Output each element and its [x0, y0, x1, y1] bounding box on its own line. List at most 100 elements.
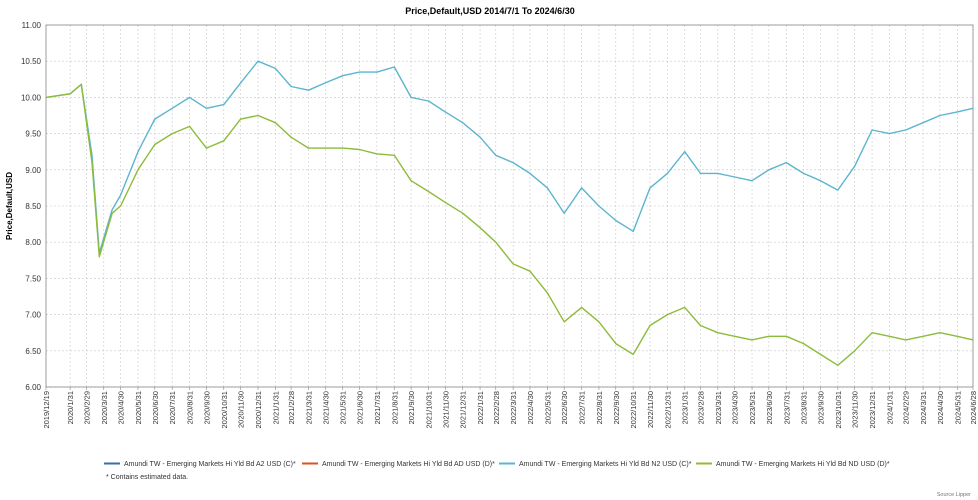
data-point [666, 172, 669, 174]
data-point [45, 96, 47, 98]
plot-frame [45, 24, 974, 388]
x-tick-label: 2021/9/30 [407, 391, 416, 424]
data-point [154, 143, 156, 146]
y-tick-label: 6.00 [25, 383, 41, 392]
estimated-data-note: * Contains estimated data. [106, 474, 188, 481]
data-point [632, 353, 634, 355]
y-tick-label: 8.00 [25, 238, 41, 247]
x-tick-label: 2021/6/30 [355, 391, 364, 424]
data-point [699, 324, 702, 327]
data-point [479, 227, 481, 229]
data-point [462, 212, 464, 214]
data-point [189, 96, 191, 98]
data-point [972, 339, 974, 341]
y-tick-label: 6.50 [25, 347, 41, 356]
data-point [819, 180, 822, 182]
data-point [734, 176, 736, 178]
data-point [444, 111, 446, 113]
data-point [274, 67, 276, 69]
data-point [632, 230, 634, 232]
y-tick-label: 9.00 [25, 166, 41, 175]
data-point [615, 343, 617, 345]
x-tick-label: 2020/4/30 [117, 391, 126, 424]
data-point [376, 71, 378, 73]
x-tick-label: 2023/8/31 [800, 391, 809, 424]
series-line-2 [45, 60, 974, 254]
data-point [69, 93, 71, 95]
x-tick-label: 2022/3/31 [509, 391, 518, 424]
series-lines [45, 60, 974, 366]
x-tick-label: 2022/12/31 [663, 391, 672, 429]
data-point [751, 180, 753, 182]
data-point [649, 324, 651, 327]
x-tick-label: 2022/9/30 [612, 391, 621, 424]
x-tick-label: 2024/2/29 [902, 391, 911, 424]
y-axis: 6.00 6.50 7.00 7.50 8.00 8.50 9.00 9.50 10.00 10.… [21, 21, 42, 392]
y-tick-label: 7.50 [25, 274, 41, 283]
x-tick-label: 2021/5/31 [339, 391, 348, 424]
x-tick-label: 2023/1/31 [681, 391, 690, 424]
x-tick-label: 2023/10/31 [834, 391, 843, 429]
data-point [684, 306, 686, 308]
x-tick-label: 2022/4/30 [526, 391, 535, 424]
data-point [358, 71, 361, 73]
x-tick-label: 2020/7/31 [168, 391, 177, 424]
data-point [512, 162, 514, 164]
data-point [546, 292, 549, 294]
data-point [274, 122, 276, 124]
x-tick-label: 2020/3/31 [100, 391, 109, 424]
data-point [854, 350, 856, 352]
y-tick-label: 8.50 [25, 202, 41, 211]
data-point [410, 96, 412, 98]
data-point [171, 133, 173, 135]
data-point [785, 162, 787, 164]
y-axis-label: Price,Default,USD [5, 172, 14, 240]
data-point [956, 335, 958, 337]
x-tick-label: 2023/3/31 [714, 391, 723, 424]
data-point [699, 172, 702, 174]
data-point [307, 89, 310, 91]
data-point [837, 364, 839, 366]
x-tick-label: 2024/5/31 [953, 391, 962, 424]
x-tick-label: 2020/11/30 [237, 391, 246, 428]
data-point [905, 129, 907, 131]
y-tick-label: 10.00 [21, 93, 42, 102]
data-point [546, 187, 549, 189]
x-tick-label: 2020/6/30 [151, 391, 160, 424]
data-point [189, 125, 191, 127]
y-tick-label: 7.00 [25, 311, 41, 320]
x-tick-label: 2022/6/30 [560, 391, 569, 424]
data-point [257, 60, 259, 62]
data-point [649, 187, 651, 189]
x-tick-label: 2023/12/31 [868, 391, 877, 429]
grid-lines [45, 24, 974, 388]
data-point [854, 165, 856, 167]
data-point [905, 339, 907, 341]
data-point [257, 114, 259, 117]
data-point [803, 172, 805, 174]
data-point [684, 151, 686, 153]
data-point [785, 335, 787, 337]
x-tick-label: 2024/4/30 [936, 391, 945, 424]
data-point [462, 122, 464, 124]
data-point [307, 147, 310, 149]
data-point [324, 82, 326, 84]
data-point [495, 154, 497, 156]
x-tick-label: 2021/1/31 [271, 391, 280, 424]
series-line-3 [45, 83, 974, 366]
x-tick-label: 2022/8/31 [595, 391, 604, 424]
x-tick-label: 2021/4/30 [321, 391, 330, 424]
source-label: Source Lipper [937, 492, 971, 498]
x-tick-label: 2023/9/30 [816, 391, 825, 424]
data-point [223, 140, 225, 142]
x-tick-label: 2020/9/30 [202, 391, 211, 424]
data-point [240, 118, 242, 120]
data-point [479, 136, 481, 138]
data-point [290, 136, 292, 138]
data-point [529, 172, 531, 174]
data-point [768, 169, 770, 171]
data-point [972, 107, 974, 109]
x-tick-label: 2020/5/31 [134, 391, 143, 424]
data-point [512, 263, 514, 265]
